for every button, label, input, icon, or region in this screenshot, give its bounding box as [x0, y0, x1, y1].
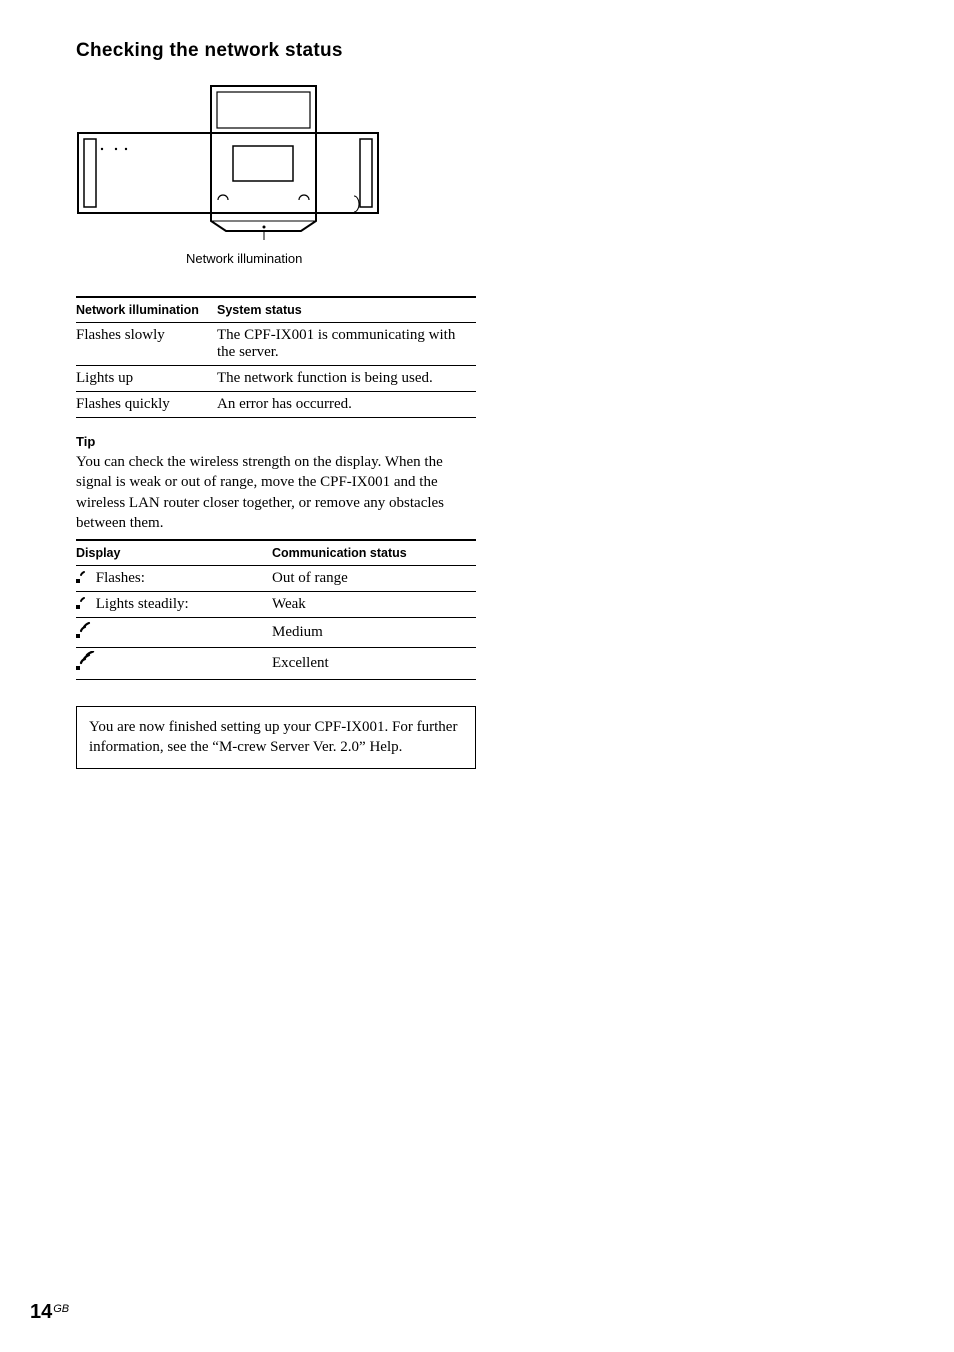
status-cell: Lights up	[76, 366, 217, 392]
status-cell: An error has occurred.	[217, 392, 476, 418]
page-region: GB	[53, 1303, 69, 1315]
signal-excellent-icon	[76, 651, 96, 676]
finished-note: You are now finished setting up your CPF…	[76, 706, 476, 769]
communication-status-table: Display Communication status Flashes: Ou…	[76, 539, 476, 680]
diagram-caption: Network illumination	[186, 251, 914, 266]
comm-display-text: Flashes:	[92, 570, 145, 586]
page-number: 14GB	[30, 1301, 69, 1324]
section-heading: Checking the network status	[76, 40, 914, 62]
comm-col-header-2: Communication status	[272, 540, 476, 566]
network-status-table: Network illumination System status Flash…	[76, 296, 476, 418]
device-diagram	[76, 80, 914, 245]
status-cell: The CPF-IX001 is communicating with the …	[217, 323, 476, 366]
page: Checking the network status	[0, 0, 954, 1352]
status-cell: Flashes slowly	[76, 323, 217, 366]
comm-col-header-1: Display	[76, 540, 272, 566]
tip-heading: Tip	[76, 434, 476, 449]
content-column: Network illumination System status Flash…	[76, 296, 476, 769]
device-illustration	[76, 80, 386, 240]
status-cell: Flashes quickly	[76, 392, 217, 418]
comm-display-cell: Flashes:	[76, 566, 272, 592]
comm-display-cell	[76, 648, 272, 680]
comm-display-cell	[76, 618, 272, 648]
signal-medium-icon	[76, 621, 94, 644]
comm-display-cell: Lights steadily:	[76, 592, 272, 618]
comm-display-text: Lights steadily:	[92, 596, 189, 612]
signal-icon	[76, 595, 92, 614]
status-col-header-2: System status	[217, 297, 476, 323]
page-number-value: 14	[30, 1301, 52, 1323]
status-cell: The network function is being used.	[217, 366, 476, 392]
comm-status-cell: Weak	[272, 592, 476, 618]
comm-status-cell: Medium	[272, 618, 476, 648]
comm-status-cell: Out of range	[272, 566, 476, 592]
signal-icon	[76, 569, 92, 588]
status-col-header-1: Network illumination	[76, 297, 217, 323]
comm-status-cell: Excellent	[272, 648, 476, 680]
tip-body: You can check the wireless strength on t…	[76, 452, 476, 533]
